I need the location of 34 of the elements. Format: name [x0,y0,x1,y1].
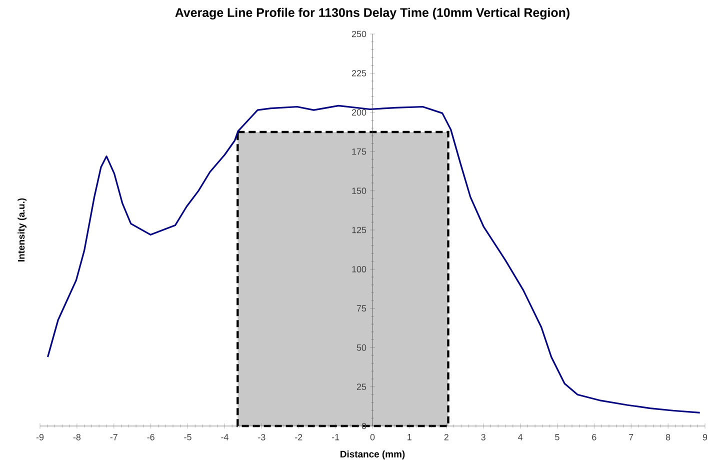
y-tick-label: 175 [352,148,366,155]
y-tick-label: 150 [352,188,366,194]
x-tick-label: -3 [258,434,266,440]
x-tick-label: -7 [110,434,118,440]
x-tick-label: 6 [592,434,596,440]
x-tick-label: -1 [332,434,340,440]
x-tick-label: 9 [702,434,708,440]
x-tick-label: -2 [295,434,302,440]
x-axis-title: Distance (mm) [340,450,405,460]
y-tick-label: 125 [352,226,366,234]
y-tick-label: 225 [352,70,366,76]
x-tick-label: 1 [408,434,412,440]
y-tick-label: 75 [356,305,366,312]
x-tick-label: 3 [481,434,486,440]
y-tick-label: 100 [352,266,366,272]
x-tick-label: 5 [555,434,560,440]
x-tick-label: -6 [147,434,154,440]
x-tick-label: -5 [184,434,192,440]
x-tick-label: 0 [370,434,375,440]
x-tick-label: -4 [221,434,228,440]
line-series [46,104,701,414]
y-tick-label: 50 [356,344,366,351]
y-axis-title: Intensity (a.u.) [18,198,26,262]
x-tick-label: 2 [444,434,448,440]
y-tick-label: 250 [352,30,366,38]
chart-title: Average Line Profile for 1130ns Delay Time (10mm Vertical Region) [175,8,570,20]
x-tick-label: 7 [629,434,634,440]
x-tick-label: 8 [666,434,670,440]
x-tick-label: -9 [36,434,44,440]
y-tick-label: 200 [352,109,366,116]
x-tick-label: -8 [73,434,81,440]
y-tick-label: 25 [356,384,366,390]
x-tick-label: 4 [518,434,523,440]
y-tick-label: 0 [362,422,366,430]
